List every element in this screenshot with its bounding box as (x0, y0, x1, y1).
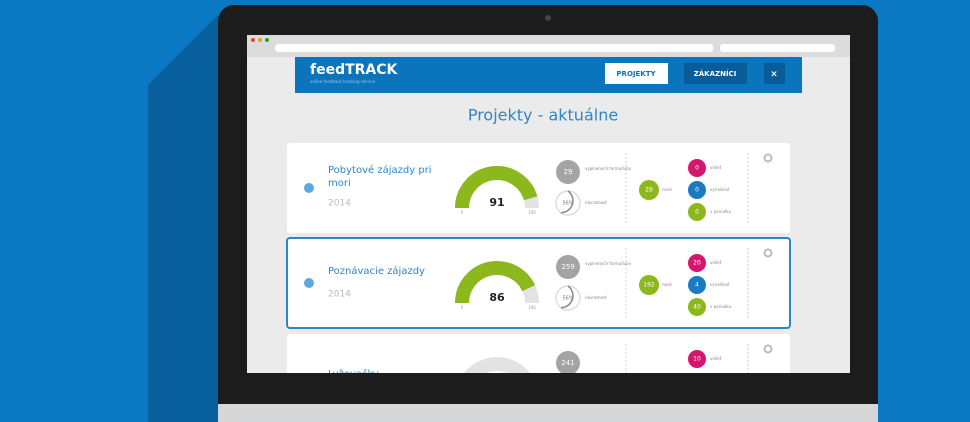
logo[interactable]: feedTRACK (310, 62, 399, 78)
return-label: návratnosť (585, 200, 607, 205)
new-count: 29 (645, 187, 653, 194)
new-count: 192 (643, 282, 655, 289)
status-label: vyriešené (710, 187, 730, 192)
project-title[interactable]: Poznávacie zájazdy (328, 265, 425, 277)
status-count: 0 (695, 209, 699, 216)
status-count: 20 (693, 260, 701, 267)
window-dot (251, 38, 255, 42)
gauge-score: 91 (489, 196, 504, 209)
status-label: v poriadku (710, 304, 732, 309)
status-label: vidieť (710, 165, 722, 170)
forms-count: 29 (564, 168, 573, 176)
tagline: online feedback tracking service (310, 79, 376, 84)
nav-button-active[interactable] (605, 63, 668, 84)
project-year: 2014 (328, 290, 351, 300)
laptop-base (218, 404, 878, 422)
shadow (148, 15, 218, 422)
new-label: nové (662, 282, 672, 287)
gauge-min: 0 (461, 305, 464, 310)
status-badge (688, 181, 706, 199)
return-ring-arc (560, 190, 574, 214)
gauge-value (455, 261, 535, 304)
forms-count: 241 (561, 359, 574, 367)
project-card[interactable] (287, 143, 790, 233)
forms-badge (556, 160, 580, 184)
status-badge (688, 350, 706, 368)
project-card[interactable] (287, 334, 790, 422)
project-title[interactable]: Pobytové zájazdy pri mori (328, 164, 435, 189)
forms-badge (556, 351, 580, 373)
status-label: v poriadku (710, 209, 732, 214)
nav-label[interactable]: PROJEKTY (616, 70, 656, 78)
project-card[interactable] (286, 237, 791, 329)
gauge-min: 0 (461, 210, 464, 215)
status-label: vyriešené (710, 282, 730, 287)
status-count: 4 (695, 282, 699, 289)
forms-label: vyplnených formulárov (585, 166, 632, 171)
gauge-max: 100 (528, 210, 536, 215)
forms-label: vyplnených formulárov (585, 261, 632, 266)
status-badge (688, 276, 706, 294)
settings-icon[interactable] (763, 344, 773, 354)
status-badge (688, 298, 706, 316)
page-title: Projekty - aktuálne (468, 106, 618, 125)
status-count: 0 (695, 165, 699, 172)
info-icon[interactable] (304, 183, 314, 193)
new-badge (639, 275, 659, 295)
settings-icon[interactable] (763, 153, 773, 163)
project-title[interactable]: Lyžovačky (328, 368, 379, 380)
nav-label[interactable]: ZÁKAZNÍCI (694, 69, 737, 78)
status-label: vidieť (710, 260, 722, 265)
gauge-value (455, 166, 538, 209)
return-label: návratnosť (585, 295, 607, 300)
info-icon[interactable] (304, 278, 314, 288)
window-dot (265, 38, 269, 42)
return-rate: 56% (562, 296, 573, 302)
status-badge (688, 254, 706, 272)
new-badge (639, 180, 659, 200)
status-count: 0 (695, 187, 699, 194)
gauge-track (464, 357, 530, 373)
close-label[interactable]: × (770, 70, 778, 80)
settings-icon[interactable] (763, 248, 773, 258)
forms-badge (556, 255, 580, 279)
window-dot (258, 38, 262, 42)
status-badge (688, 203, 706, 221)
address-bar[interactable] (275, 44, 713, 52)
return-ring-arc (560, 285, 574, 309)
nav-button[interactable] (684, 63, 747, 84)
new-label: nové (662, 187, 672, 192)
close-button[interactable] (764, 63, 785, 84)
status-count: 40 (693, 304, 701, 311)
status-count: 10 (693, 356, 701, 363)
forms-count: 259 (561, 263, 574, 271)
camera (545, 15, 551, 21)
gauge-score: 86 (489, 291, 505, 304)
status-badge (688, 159, 706, 177)
search-bar[interactable] (720, 44, 835, 52)
status-label: vidieť (710, 356, 722, 361)
return-rate: 56% (562, 201, 573, 207)
screen: feedTRACK online feedback tracking servi… (247, 35, 850, 422)
project-year: 2014 (328, 199, 351, 209)
gauge-max: 100 (528, 305, 536, 310)
